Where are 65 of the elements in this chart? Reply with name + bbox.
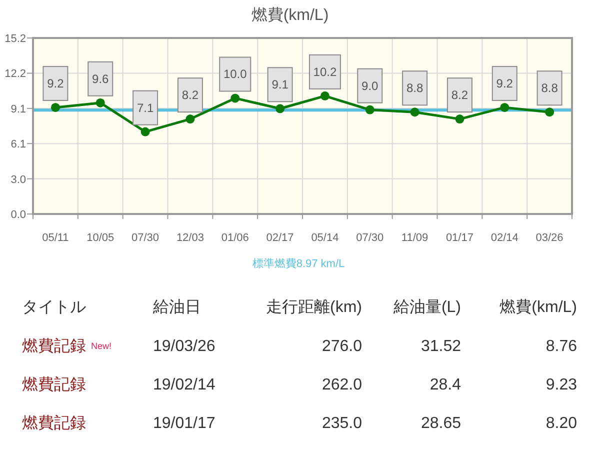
text: 燃費記録 bbox=[22, 338, 86, 355]
text: 19/03/26 bbox=[153, 338, 216, 355]
text: 19/01/17 bbox=[153, 415, 216, 432]
point bbox=[50, 102, 60, 112]
data-label: 9.0 bbox=[362, 78, 379, 93]
point bbox=[410, 108, 420, 117]
data-label: 9.6 bbox=[92, 72, 110, 86]
text: 28.65 bbox=[420, 415, 461, 432]
text: New! bbox=[91, 341, 112, 351]
text: 28.4 bbox=[430, 376, 461, 394]
point bbox=[500, 102, 510, 112]
data-label: 10.0 bbox=[223, 67, 248, 82]
category-label: 給油量(L) bbox=[392, 298, 461, 316]
y-tick-label: 0.0 bbox=[10, 209, 26, 221]
data-label: 8.2 bbox=[182, 88, 199, 102]
text: 燃費記録 bbox=[22, 376, 86, 394]
data-label: 7.1 bbox=[136, 100, 154, 115]
text: 262.0 bbox=[322, 376, 362, 394]
text: 19/02/14 bbox=[153, 376, 216, 394]
x-tick-label: 05/11 bbox=[42, 232, 69, 244]
x-tick-label: 12/03 bbox=[176, 232, 204, 244]
x-tick-label: 07/30 bbox=[356, 232, 384, 244]
text: 8.76 bbox=[546, 338, 577, 355]
y-tick-label: 9.1 bbox=[10, 103, 26, 116]
category-label: 給油日 bbox=[152, 298, 201, 316]
data-label: 9.2 bbox=[47, 76, 64, 90]
text: 燃費記録 bbox=[22, 415, 86, 432]
ref-line-label: 標準燃費8.97 km/L bbox=[252, 257, 345, 270]
data-label: 8.8 bbox=[541, 81, 558, 96]
category-label: 燃費(km/L) bbox=[500, 298, 577, 316]
data-label: 9.1 bbox=[272, 78, 289, 92]
text: 235.0 bbox=[322, 415, 362, 432]
text: 8.20 bbox=[546, 415, 577, 432]
x-tick-label: 02/14 bbox=[490, 232, 518, 244]
category-label: 走行距離(km) bbox=[266, 298, 362, 316]
point bbox=[545, 108, 554, 117]
x-tick-label: 01/17 bbox=[446, 232, 474, 244]
data-label: 10.2 bbox=[313, 64, 337, 79]
x-tick-label: 10/05 bbox=[86, 232, 114, 244]
x-tick-label: 07/30 bbox=[132, 232, 160, 244]
category-label: タイトル bbox=[22, 299, 86, 316]
point bbox=[140, 127, 150, 136]
point bbox=[455, 114, 464, 124]
y-tick-label: 12.2 bbox=[4, 68, 26, 80]
y-tick-label: 15.2 bbox=[4, 33, 26, 45]
x-tick-label: 05/14 bbox=[311, 232, 339, 244]
point bbox=[365, 105, 374, 114]
data-label: 8.8 bbox=[406, 81, 424, 96]
x-tick-label: 01/06 bbox=[221, 232, 249, 244]
point bbox=[96, 98, 105, 108]
chart-title: 燃費(km/L) bbox=[251, 6, 329, 24]
y-tick-label: 3.0 bbox=[10, 174, 26, 186]
data-label: 9.2 bbox=[496, 76, 514, 90]
point bbox=[320, 91, 330, 100]
point bbox=[276, 104, 285, 114]
data-label: 8.2 bbox=[451, 88, 468, 102]
point bbox=[230, 94, 240, 103]
text: 31.52 bbox=[420, 338, 461, 355]
y-tick-label: 6.1 bbox=[10, 138, 26, 151]
x-tick-label: 02/17 bbox=[266, 232, 294, 244]
x-tick-label: 03/26 bbox=[536, 232, 564, 244]
text: 276.0 bbox=[322, 338, 362, 355]
point bbox=[186, 114, 195, 124]
text: 9.23 bbox=[546, 376, 577, 394]
x-tick-label: 11/09 bbox=[401, 232, 428, 244]
